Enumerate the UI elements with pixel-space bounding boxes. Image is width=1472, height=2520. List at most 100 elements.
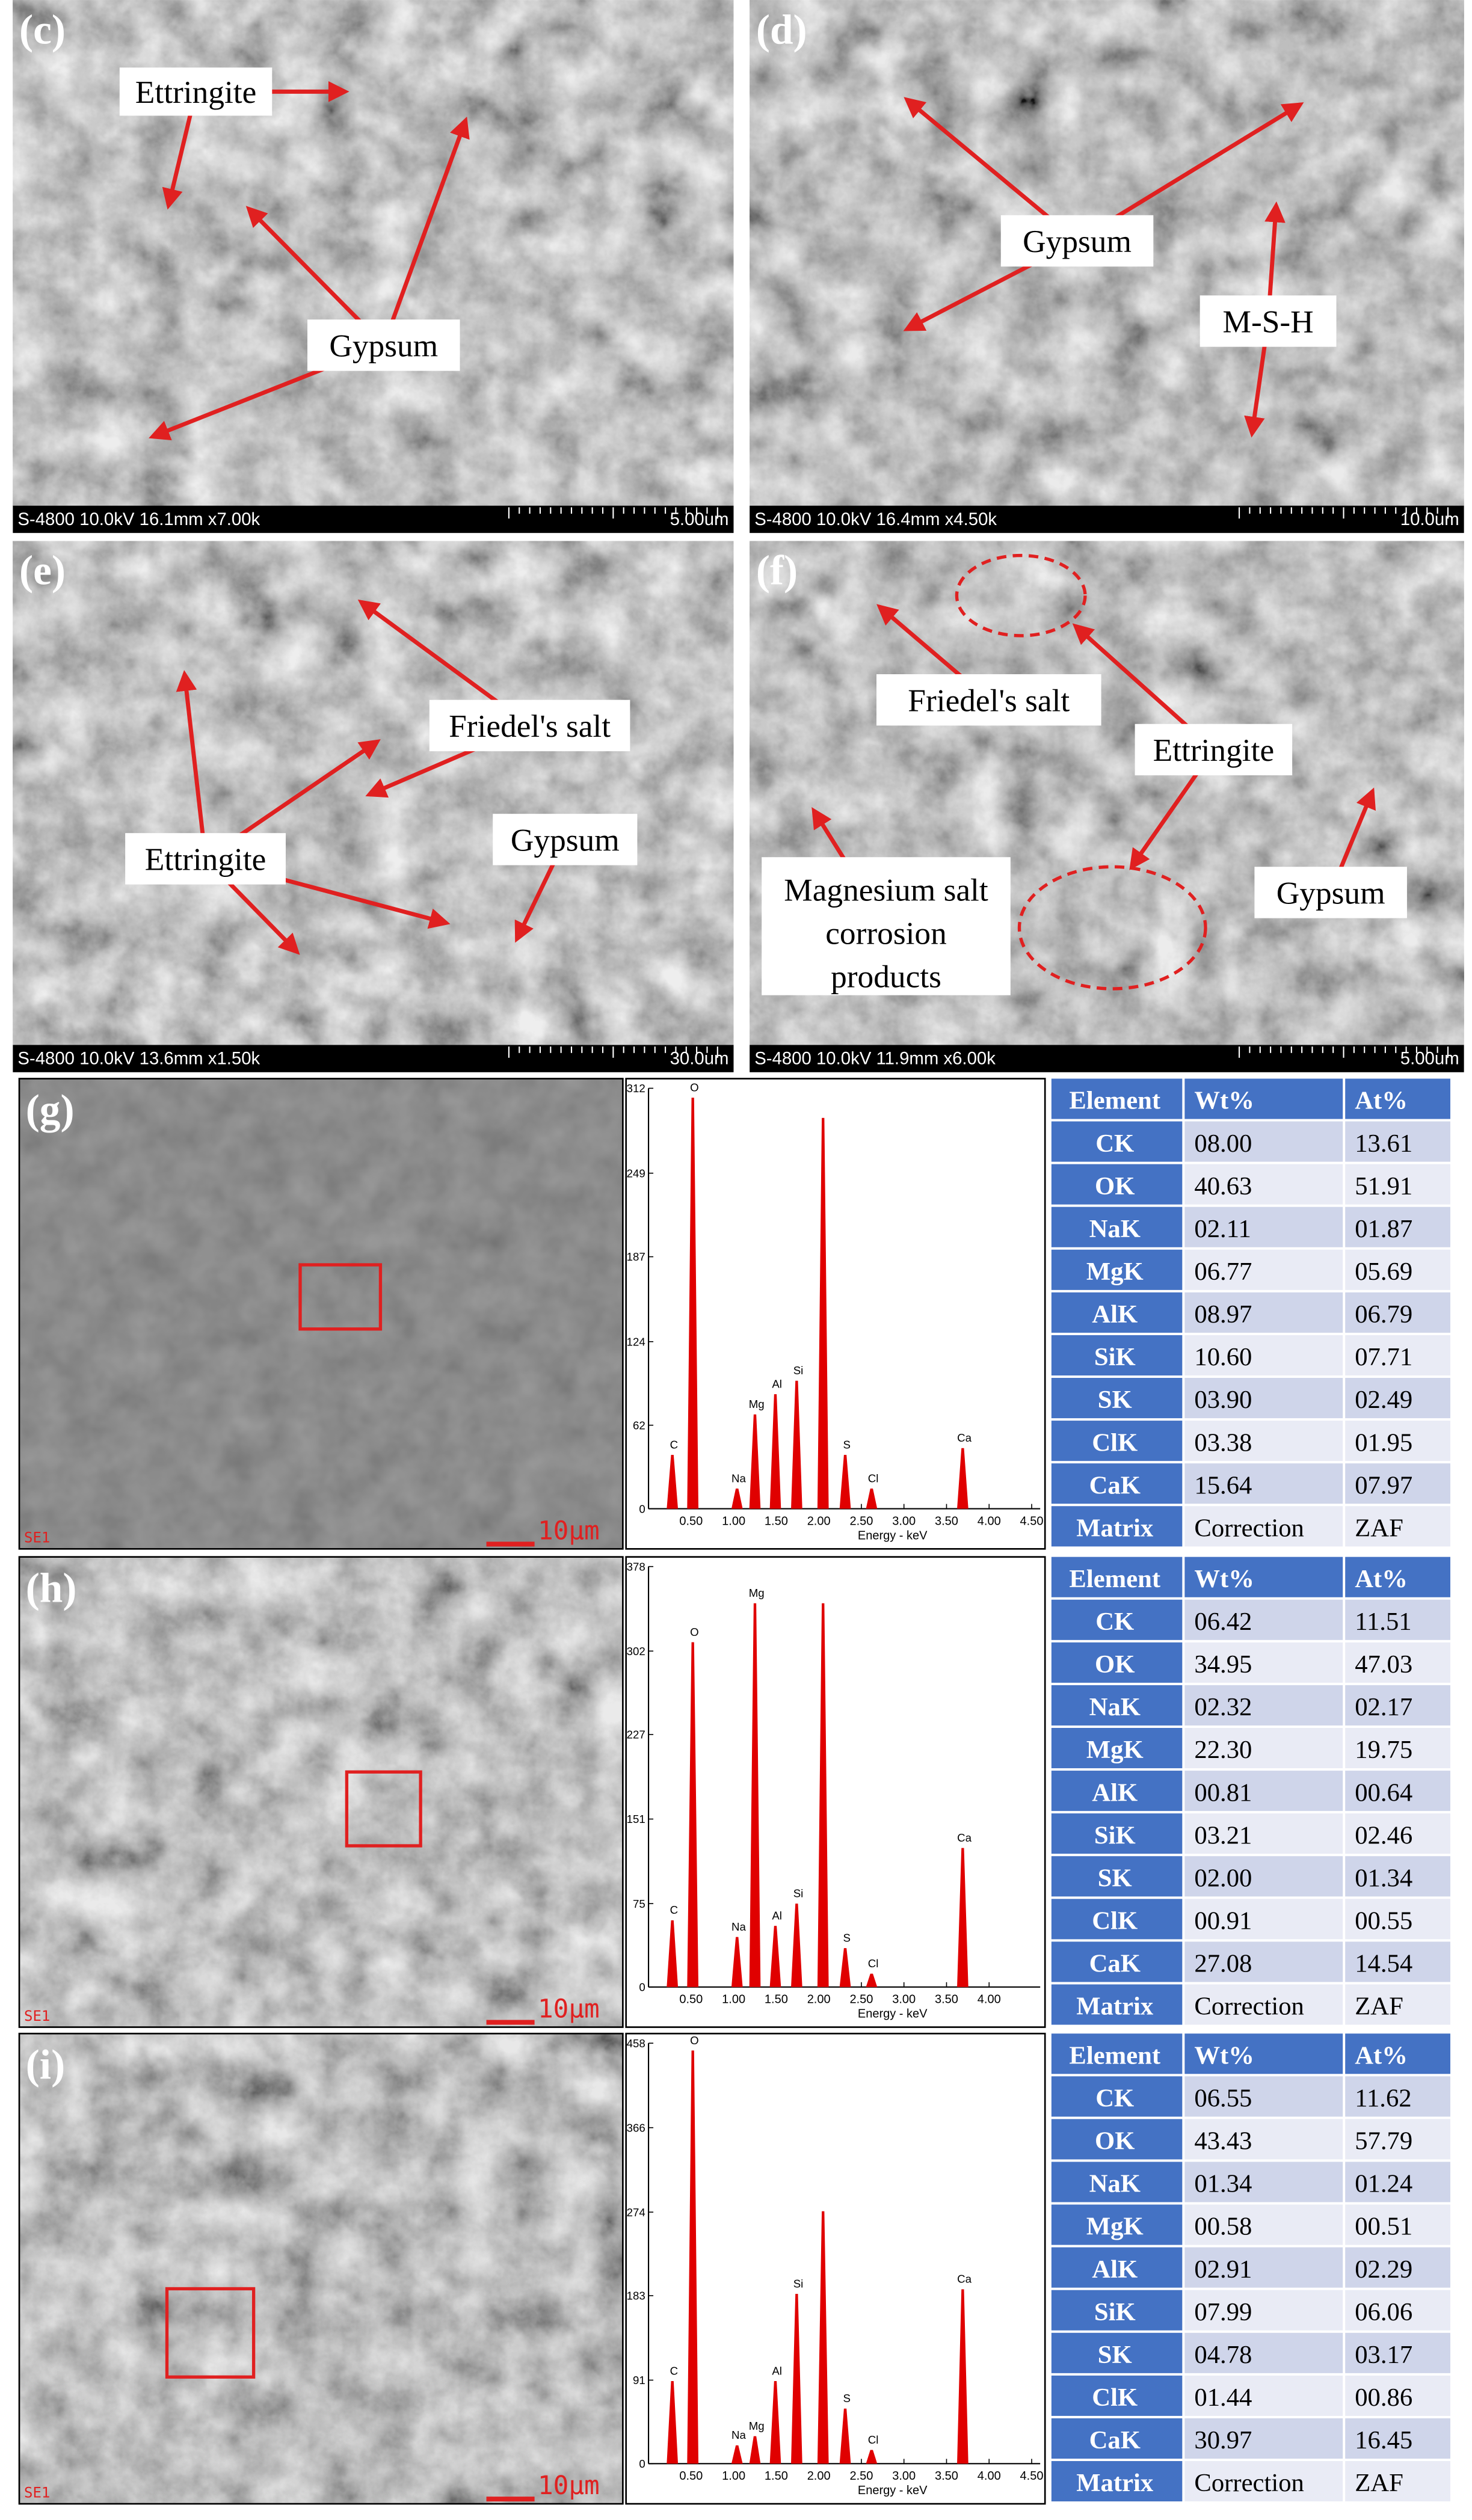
info-text: S-4800 10.0kV 13.6mm x1.50k bbox=[17, 1048, 260, 1068]
spectrum-peak bbox=[839, 2408, 851, 2464]
x-tick-label: 3.00 bbox=[892, 1993, 916, 2006]
table-header-cell bbox=[1051, 2033, 1183, 2074]
peak-label: Si bbox=[793, 2277, 804, 2290]
table-cell bbox=[1051, 1335, 1183, 1376]
table-cell-text: ZAF bbox=[1355, 1993, 1403, 2021]
peak-label: Al bbox=[772, 2364, 782, 2377]
table-cell-text: 06.55 bbox=[1194, 2085, 1252, 2113]
peak-label: Mg bbox=[749, 1587, 765, 1599]
table-cell bbox=[1184, 1813, 1343, 1854]
x-tick-label: 4.00 bbox=[978, 1514, 1001, 1528]
table-cell bbox=[1345, 1642, 1450, 1683]
scale-text: 10μm bbox=[538, 2471, 600, 2501]
table-cell-text: 07.71 bbox=[1355, 1343, 1412, 1371]
table-cell bbox=[1051, 1642, 1183, 1683]
panel-label: (c) bbox=[19, 7, 66, 53]
table-cell-text: 40.63 bbox=[1194, 1172, 1252, 1200]
table-cell-text: MgK bbox=[1086, 2213, 1144, 2241]
table-cell bbox=[1184, 1899, 1343, 1940]
spectrum-peak bbox=[866, 1489, 878, 1509]
table-cell-text: ClK bbox=[1092, 1428, 1138, 1457]
table-cell bbox=[1345, 2119, 1450, 2160]
annotation-box bbox=[429, 699, 630, 752]
table-cell-text: 02.29 bbox=[1355, 2255, 1412, 2284]
y-tick-label: 249 bbox=[627, 1167, 645, 1179]
table-cell-text: 34.95 bbox=[1194, 1650, 1252, 1679]
panel-label: (f) bbox=[756, 548, 798, 594]
table-cell bbox=[1184, 1164, 1343, 1205]
spectrum-peak bbox=[791, 1904, 802, 1987]
table-cell bbox=[1184, 1941, 1343, 1982]
table-cell-text: 06.06 bbox=[1355, 2298, 1412, 2326]
panel-label: (e) bbox=[19, 548, 66, 594]
y-tick-label: 75 bbox=[633, 1898, 645, 1910]
table-cell bbox=[1051, 1771, 1183, 1812]
y-tick-label: 0 bbox=[639, 1981, 645, 1993]
table-cell-text: MgK bbox=[1086, 1258, 1144, 1286]
table-cell bbox=[1345, 1685, 1450, 1726]
annotation-box bbox=[493, 814, 638, 865]
spectrum-peak bbox=[667, 1454, 679, 1509]
table-cell-text: 07.97 bbox=[1355, 1471, 1412, 1499]
table-cell bbox=[1345, 2162, 1450, 2202]
table-cell bbox=[1184, 2119, 1343, 2160]
table-cell bbox=[1051, 1685, 1183, 1726]
y-tick-label: 378 bbox=[627, 1560, 645, 1573]
peak-label: Na bbox=[731, 1472, 746, 1484]
table-header-cell bbox=[1345, 2033, 1450, 2074]
scale-text: 5.00um bbox=[670, 509, 729, 529]
table-cell bbox=[1345, 1941, 1450, 1982]
sem-frame bbox=[18, 1078, 624, 1550]
peak-label: C bbox=[670, 2364, 678, 2377]
table-cell-text: 06.77 bbox=[1194, 1258, 1252, 1286]
table-cell-text: 01.87 bbox=[1355, 1215, 1412, 1243]
spectrum-peak bbox=[749, 2436, 761, 2464]
panel-label: (i) bbox=[26, 2042, 65, 2088]
x-tick-label: 1.50 bbox=[765, 1993, 788, 2006]
scale-text: 10.0um bbox=[1400, 509, 1459, 529]
table-cell-text: 00.58 bbox=[1194, 2213, 1252, 2241]
x-axis-label: Energy - keV bbox=[858, 1529, 928, 1542]
x-tick-label: 4.50 bbox=[1020, 2469, 1044, 2483]
annotation-box bbox=[119, 67, 273, 116]
table-cell-text: SiK bbox=[1094, 1821, 1136, 1849]
peak-label: Ca bbox=[957, 1431, 972, 1444]
info-text: S-4800 10.0kV 11.9mm x6.00k bbox=[754, 1048, 996, 1068]
table-cell-text: SK bbox=[1098, 2341, 1132, 2369]
annotation-box bbox=[1135, 724, 1293, 776]
spectrum-peak bbox=[866, 2450, 878, 2464]
annotation-box bbox=[1199, 295, 1337, 347]
table-cell bbox=[1184, 2162, 1343, 2202]
spectrum-peak bbox=[817, 1603, 829, 1987]
y-tick-label: 0 bbox=[639, 1502, 645, 1515]
annotation-text: M-S-H bbox=[1223, 304, 1314, 340]
x-tick-label: 2.50 bbox=[849, 1514, 873, 1528]
table-cell-text: ClK bbox=[1092, 2383, 1138, 2412]
table-cell-text: Matrix bbox=[1076, 2469, 1154, 2497]
table-cell-text: 57.79 bbox=[1355, 2127, 1412, 2156]
table-cell bbox=[1051, 1727, 1183, 1769]
y-tick-label: 183 bbox=[627, 2290, 645, 2302]
sem-image bbox=[19, 2033, 623, 2504]
annotation-text: Gypsum bbox=[1023, 223, 1132, 259]
table-header-cell bbox=[1345, 1557, 1450, 1597]
x-axis-label: Energy - keV bbox=[858, 2008, 928, 2021]
spectrum-peak bbox=[687, 1098, 699, 1509]
x-tick-label: 0.50 bbox=[679, 2469, 703, 2483]
panel-label: (g) bbox=[26, 1087, 75, 1133]
peak-label: Al bbox=[772, 1909, 782, 1922]
table-cell-text: ZAF bbox=[1355, 1514, 1403, 1542]
annotation-box bbox=[1000, 215, 1154, 267]
table-cell-text: OK bbox=[1095, 1650, 1135, 1679]
x-tick-label: 3.50 bbox=[935, 1514, 958, 1528]
table-cell-text: 03.21 bbox=[1194, 1821, 1252, 1849]
scale-text: 5.00um bbox=[1400, 1048, 1459, 1068]
table-cell bbox=[1051, 2418, 1183, 2459]
table-cell-text: CaK bbox=[1089, 1950, 1141, 1978]
spectrum-peak bbox=[749, 1603, 761, 1987]
table-cell-text: 00.86 bbox=[1355, 2383, 1412, 2412]
spectrum-peak bbox=[817, 2211, 829, 2464]
spectrum-peak bbox=[667, 1920, 679, 1987]
peak-label: Na bbox=[731, 1920, 746, 1933]
